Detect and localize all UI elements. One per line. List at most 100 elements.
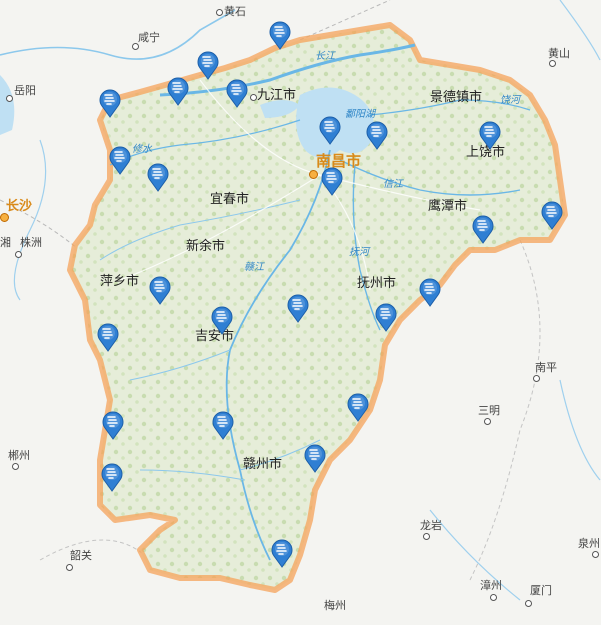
- label-jingdezhen: 景德镇市: [430, 90, 483, 105]
- city-dot: [490, 594, 497, 601]
- label-pingxiang: 萍乡市: [100, 274, 140, 289]
- water-station-icon: [321, 167, 343, 196]
- label-nanchang: 南昌市: [316, 152, 362, 170]
- label-fuhe: 抚河: [349, 247, 369, 258]
- water-station-icon: [211, 306, 233, 335]
- station-marker[interactable]: [211, 410, 235, 440]
- label-xianning: 咸宁: [138, 31, 160, 44]
- label-xiushui: 修水: [132, 144, 152, 155]
- water-station-icon: [167, 77, 189, 106]
- station-marker[interactable]: [286, 293, 310, 323]
- label-fuzhou: 抚州市: [357, 276, 397, 291]
- label-longyan: 龙岩: [420, 519, 442, 532]
- station-marker[interactable]: [320, 166, 344, 196]
- label-yichun: 宜春市: [210, 192, 250, 207]
- river-changjiang: [159, 43, 416, 97]
- label-quanzhou: 泉州: [578, 537, 600, 550]
- label-shaoguan: 韶关: [70, 549, 92, 562]
- city-dot: [250, 94, 257, 101]
- station-marker[interactable]: [166, 76, 190, 106]
- label-poyanghu: 鄱阳湖: [345, 109, 375, 120]
- station-marker[interactable]: [478, 120, 502, 150]
- label-changjiang: 长江: [315, 51, 335, 62]
- label-jian: 吉安市: [195, 329, 235, 344]
- water-station-icon: [366, 121, 388, 150]
- water-station-icon: [287, 294, 309, 323]
- station-marker[interactable]: [540, 200, 564, 230]
- capital-dot: [0, 213, 9, 222]
- station-marker[interactable]: [100, 462, 124, 492]
- station-marker[interactable]: [210, 305, 234, 335]
- water-station-icon: [375, 303, 397, 332]
- water-station-icon: [472, 215, 494, 244]
- label-yueyang: 岳阳: [14, 84, 36, 97]
- label-ganzhou: 赣州市: [243, 457, 283, 472]
- water-station-icon: [271, 539, 293, 568]
- label-meizhou: 梅州: [324, 599, 346, 612]
- city-dot: [216, 9, 223, 16]
- river-fuhe: [352, 164, 381, 331]
- water-station-icon: [97, 323, 119, 352]
- station-marker[interactable]: [268, 20, 292, 50]
- city-dot: [549, 60, 556, 67]
- label-zhangzhou: 漳州: [480, 579, 502, 592]
- label-shangrao: 上饶市: [466, 145, 506, 160]
- water-station-icon: [99, 89, 121, 118]
- label-xinjiang: 信江: [383, 179, 403, 190]
- station-marker[interactable]: [146, 162, 170, 192]
- river-raohe: [369, 99, 531, 116]
- label-zhuzhou: 株洲: [20, 236, 42, 249]
- province-jiangxi: [67, 22, 568, 593]
- label-nanping: 南平: [535, 361, 557, 374]
- label-xinyu: 新余市: [186, 239, 226, 254]
- water-station-icon: [419, 278, 441, 307]
- city-dot: [6, 95, 13, 102]
- station-marker[interactable]: [365, 120, 389, 150]
- water-station-icon: [149, 276, 171, 305]
- station-marker[interactable]: [196, 50, 220, 80]
- label-chenzhou: 郴州: [8, 449, 30, 462]
- water-station-icon: [147, 163, 169, 192]
- river-xinjiang: [339, 159, 521, 196]
- water-station-icon: [101, 463, 123, 492]
- station-marker[interactable]: [418, 277, 442, 307]
- city-dot: [12, 463, 19, 470]
- city-dot: [484, 418, 491, 425]
- station-marker[interactable]: [148, 275, 172, 305]
- label-huangshi: 黄石: [224, 5, 246, 18]
- city-dot: [132, 43, 139, 50]
- water-station-icon: [304, 444, 326, 473]
- label-ganjiang: 赣江: [244, 262, 264, 273]
- station-marker[interactable]: [374, 302, 398, 332]
- station-marker[interactable]: [98, 88, 122, 118]
- station-marker[interactable]: [471, 214, 495, 244]
- city-dot: [15, 251, 22, 258]
- label-yingtan: 鹰潭市: [428, 199, 468, 214]
- station-marker[interactable]: [101, 410, 125, 440]
- water-station-icon: [226, 79, 248, 108]
- label-xiang: 湘: [0, 236, 11, 249]
- label-changsha: 长沙: [6, 199, 33, 214]
- station-marker[interactable]: [346, 392, 370, 422]
- water-station-icon: [109, 146, 131, 175]
- station-marker[interactable]: [270, 538, 294, 568]
- city-dot: [533, 375, 540, 382]
- station-marker[interactable]: [318, 115, 342, 145]
- label-xiamen: 厦门: [530, 584, 552, 597]
- water-station-icon: [319, 116, 341, 145]
- station-marker[interactable]: [96, 322, 120, 352]
- city-dot: [525, 600, 532, 607]
- label-jiujiang: 九江市: [257, 88, 297, 103]
- city-dot: [66, 564, 73, 571]
- label-sanming: 三明: [478, 404, 500, 417]
- water-station-icon: [479, 121, 501, 150]
- station-marker[interactable]: [303, 443, 327, 473]
- station-marker[interactable]: [108, 145, 132, 175]
- station-marker[interactable]: [225, 78, 249, 108]
- water-station-icon: [212, 411, 234, 440]
- label-huangshan: 黄山: [548, 47, 570, 60]
- water-station-icon: [102, 411, 124, 440]
- city-dot: [423, 533, 430, 540]
